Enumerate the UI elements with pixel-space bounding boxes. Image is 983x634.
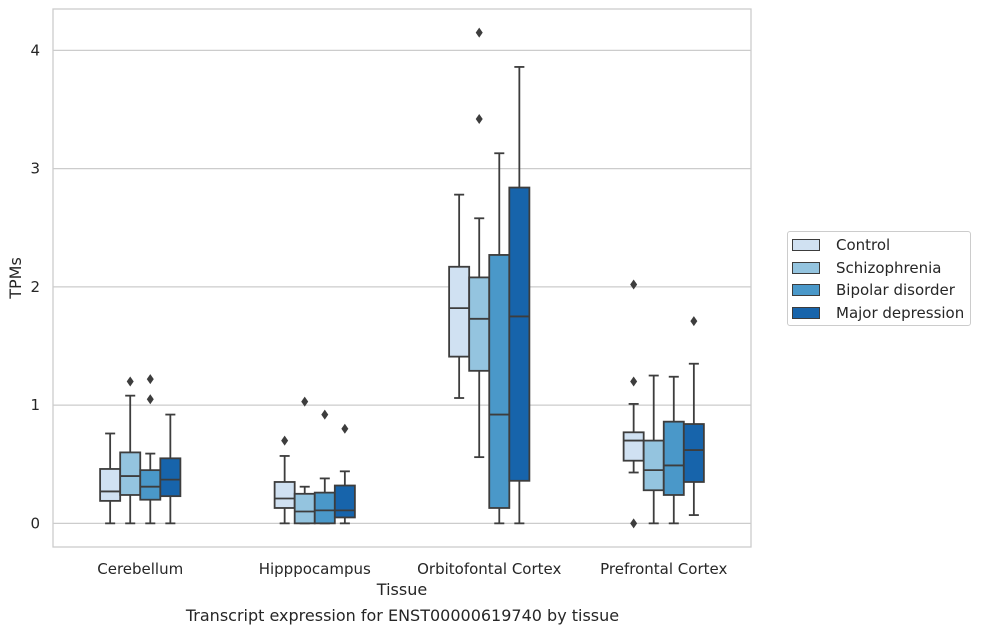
outlier-point: [281, 435, 289, 446]
legend: Control Schizophrenia Bipolar disorder Majo…: [787, 231, 971, 326]
legend-label: Control: [836, 236, 891, 254]
box: [488, 152, 511, 525]
legend-item: Control: [792, 235, 890, 255]
outlier-point: [690, 316, 698, 327]
outlier-point: [321, 409, 329, 420]
legend-item: Major depression: [792, 303, 964, 323]
box: [293, 396, 316, 525]
box-iqr: [99, 468, 122, 502]
x-tick-label: Prefrontal Cortex: [600, 560, 727, 578]
legend-label: Schizophrenia: [836, 258, 942, 277]
y-tick-label: 0: [30, 514, 40, 532]
chart-caption: Transcript expression for ENST0000061974…: [185, 606, 620, 625]
series-0: [99, 193, 645, 529]
box-iqr: [333, 484, 356, 519]
x-tick-label: Hipppocampus: [259, 560, 371, 578]
legend-item: Bipolar disorder: [792, 280, 955, 300]
box: [682, 316, 705, 516]
y-tick-label: 3: [30, 160, 40, 178]
box-iqr: [642, 439, 665, 492]
legend-label: Bipolar disorder: [836, 281, 955, 299]
outlier-point: [475, 27, 483, 38]
box-iqr: [159, 457, 182, 498]
box: [468, 27, 491, 459]
outlier-point: [126, 376, 134, 387]
plot-frame: [52, 8, 752, 548]
box-iqr: [468, 276, 491, 372]
y-tick-label: 2: [30, 278, 40, 296]
y-axis-title: TPMs: [6, 257, 25, 300]
box-iqr: [448, 265, 471, 358]
y-axis-ticks: 0 1 2 3 4: [30, 41, 40, 532]
box-iqr: [119, 451, 142, 496]
box-iqr: [273, 481, 296, 509]
series-3: [159, 66, 705, 525]
box: [662, 375, 685, 525]
legend-swatch: [792, 306, 820, 319]
x-axis-title: Tissue: [376, 580, 427, 599]
y-tick-label: 4: [30, 41, 40, 59]
box: [99, 432, 122, 525]
x-tick-label: Orbitofontal Cortex: [417, 560, 561, 578]
series-2: [139, 152, 685, 525]
outlier-point: [341, 423, 349, 434]
legend-swatch: [792, 239, 820, 251]
box-iqr: [662, 420, 685, 496]
box: [642, 374, 665, 525]
box-iqr: [293, 492, 316, 525]
box: [273, 435, 296, 525]
box: [159, 413, 182, 525]
x-axis-ticks: Cerebellum Hipppocampus Orbitofontal Corte…: [97, 560, 727, 578]
series-1: [119, 27, 665, 525]
box: [139, 374, 162, 525]
box-iqr: [508, 186, 531, 482]
box-iqr: [488, 254, 511, 509]
y-tick-label: 1: [30, 396, 40, 414]
outlier-point: [475, 113, 483, 124]
box-series: [99, 27, 705, 529]
box-iqr: [622, 431, 645, 462]
legend-item: Schizophrenia: [792, 258, 941, 278]
box-iqr: [682, 423, 705, 483]
legend-swatch: [792, 261, 820, 274]
box: [119, 376, 142, 525]
box: [508, 66, 531, 525]
legend-label: Major depression: [836, 303, 965, 322]
box: [448, 193, 471, 399]
box-iqr: [313, 491, 336, 525]
box: [333, 423, 356, 525]
outlier-point: [301, 396, 309, 407]
outlier-point: [146, 394, 154, 405]
outlier-point: [146, 374, 154, 385]
outlier-point: [630, 376, 638, 387]
x-tick-label: Cerebellum: [97, 560, 183, 578]
outlier-point: [630, 279, 638, 290]
box: [313, 409, 336, 525]
box-iqr: [139, 469, 162, 501]
box: [622, 279, 645, 529]
legend-swatch: [792, 284, 820, 296]
outlier-point: [630, 518, 638, 529]
